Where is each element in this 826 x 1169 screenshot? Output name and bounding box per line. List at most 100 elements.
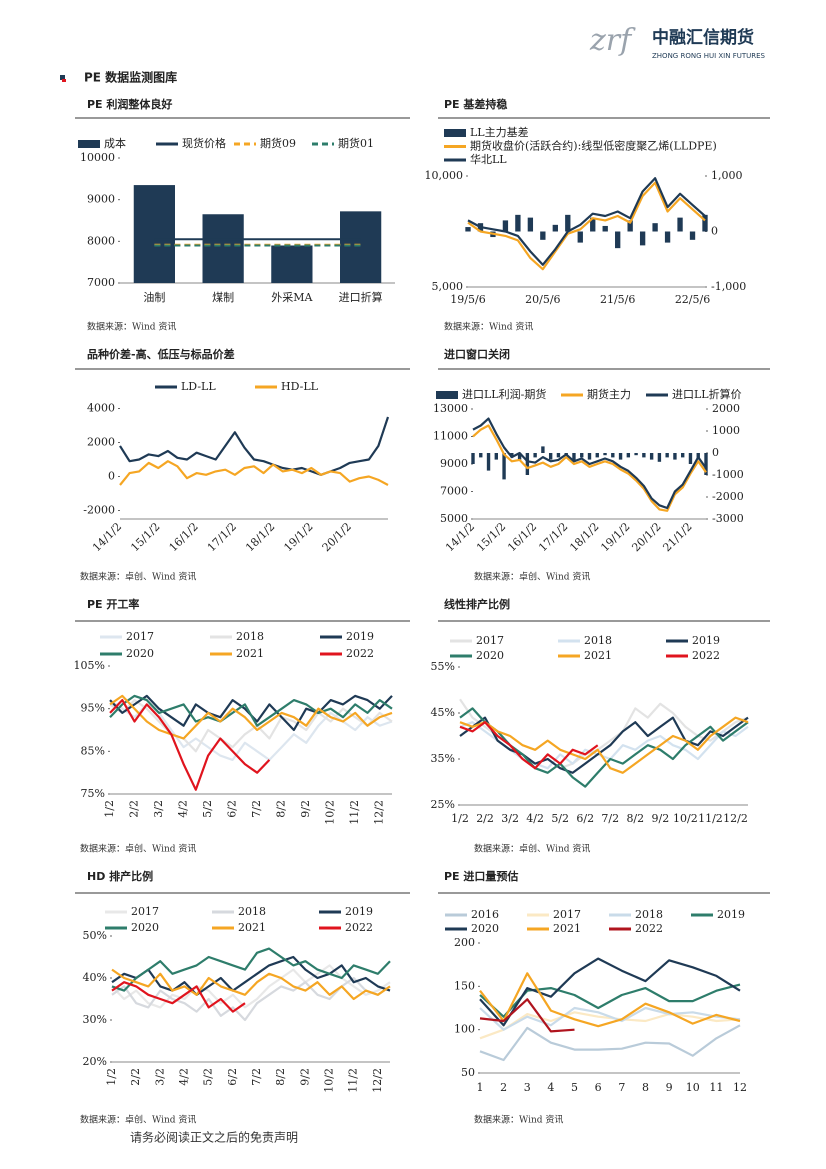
y2-tick-label: 2000	[712, 402, 740, 415]
y-tick-label: 5000	[440, 512, 468, 525]
bar	[527, 217, 534, 232]
series-line	[467, 181, 706, 271]
legend-label: 2018	[635, 908, 663, 921]
series-line	[479, 957, 741, 1027]
bar	[642, 453, 646, 458]
x-tick-label: 9/2	[299, 800, 312, 818]
y-tick-label: 20%	[83, 1055, 107, 1068]
series-line	[111, 968, 391, 1001]
source: 数据来源：卓创、Wind 资讯	[474, 843, 590, 855]
legend-label: 2020	[126, 647, 154, 660]
y-tick-label: 50	[461, 1066, 475, 1079]
chart-title: 线性排产比例	[444, 597, 510, 611]
x-tick-label: 14/1/2	[90, 520, 124, 554]
legend-label: 2018	[238, 905, 266, 918]
legend-label: 2022	[345, 921, 373, 934]
x-tick-label: 8/2	[275, 800, 288, 818]
x-tick-label: 6/2	[226, 1068, 239, 1086]
x-tick-label: 10/2	[673, 812, 698, 825]
chart-title: HD 排产比例	[87, 869, 153, 883]
x-tick-label: 12/2	[373, 800, 386, 825]
y-tick-label: 10000	[80, 151, 115, 164]
bar	[479, 453, 483, 458]
bar	[689, 231, 696, 240]
bar	[565, 214, 571, 232]
x-tick-label: 12/2	[723, 812, 748, 825]
bar	[577, 231, 583, 243]
y-tick-label: 55%	[431, 660, 455, 673]
x-tick-label: 16/1/2	[167, 520, 201, 554]
y-tick-label: 10,000	[425, 169, 464, 182]
y2-tick-label: 1,000	[711, 169, 743, 182]
chart-title: 品种价差-高、低压与标品价差	[87, 347, 235, 361]
chart-title: PE 进口量预估	[444, 869, 518, 883]
y-tick-label: 9000	[87, 193, 115, 206]
legend-label: LD-LL	[181, 380, 216, 393]
bar	[540, 231, 546, 240]
bar	[688, 453, 693, 464]
bar	[572, 453, 576, 462]
y-tick-label: 75%	[81, 787, 105, 800]
bar	[271, 245, 313, 283]
x-tick-label: 19/1/2	[598, 520, 632, 554]
x-tick-label: 1/2	[451, 812, 469, 825]
legend-label: 2022	[692, 649, 720, 662]
bar	[556, 453, 561, 458]
bar	[133, 185, 175, 283]
legend-swatch	[444, 129, 466, 137]
bar	[465, 227, 471, 232]
series-line	[479, 1011, 741, 1040]
legend-label: 2020	[476, 649, 504, 662]
y-tick-label: 85%	[81, 744, 105, 757]
series-line	[109, 694, 393, 727]
section-title: PE 数据监测图库	[84, 70, 177, 85]
bar	[533, 453, 537, 458]
x-tick-label: 11/2	[348, 800, 361, 825]
x-tick-label: 18/1/2	[567, 520, 601, 554]
x-tick-label: 5/2	[201, 800, 214, 818]
y-tick-label: 30%	[83, 1013, 107, 1026]
y-tick-label: 8000	[87, 234, 115, 247]
x-tick-label: 17/1/2	[205, 520, 239, 554]
series-line	[111, 964, 391, 1009]
y-tick-label: -2000	[83, 504, 115, 517]
x-tick-label: 6	[595, 1081, 602, 1094]
legend-label: 2018	[236, 630, 264, 643]
x-tick-label: 9/2	[298, 1068, 311, 1086]
x-tick-label: 19/1/2	[281, 520, 315, 554]
x-tick-label: 8	[642, 1081, 649, 1094]
x-tick-label: 9/2	[651, 812, 669, 825]
y-tick-label: 95%	[81, 702, 105, 715]
x-tick-label: 7/2	[601, 812, 619, 825]
bar	[486, 453, 491, 471]
x-tick-label: 5	[571, 1081, 578, 1094]
series-line	[479, 1024, 741, 1062]
y-tick-label: 50%	[83, 929, 107, 942]
y-tick-label: 11000	[433, 430, 468, 443]
legend-label: 现货价格	[182, 136, 226, 150]
x-tick-label: 18/1/2	[243, 520, 277, 554]
x-tick-label: 10/2	[323, 1068, 336, 1093]
series-line	[467, 177, 706, 266]
chart-title: PE 基差持稳	[444, 97, 507, 111]
series-line	[479, 972, 741, 1028]
x-tick-label: 2/2	[476, 812, 494, 825]
bar	[627, 220, 633, 232]
source: 数据来源：卓创、Wind 资讯	[80, 1114, 196, 1126]
bar	[202, 214, 244, 283]
series-line	[111, 976, 391, 1022]
legend-label: 2017	[131, 905, 159, 918]
legend-label: 2019	[717, 908, 745, 921]
bar	[602, 225, 608, 232]
x-tick-label: 12/2	[371, 1068, 384, 1093]
bar	[702, 214, 708, 232]
series-line	[479, 1006, 741, 1031]
x-tick-label: 22/5/6	[675, 293, 710, 306]
x-tick-label: 14/1/2	[443, 520, 477, 554]
x-tick-label: 3/2	[501, 812, 519, 825]
x-tick-label: 4/2	[177, 800, 190, 818]
legend-label: 期货01	[338, 136, 374, 150]
x-tick-label: 8/2	[274, 1068, 287, 1086]
bar	[626, 453, 631, 458]
x-tick-label: 2/2	[128, 800, 141, 818]
